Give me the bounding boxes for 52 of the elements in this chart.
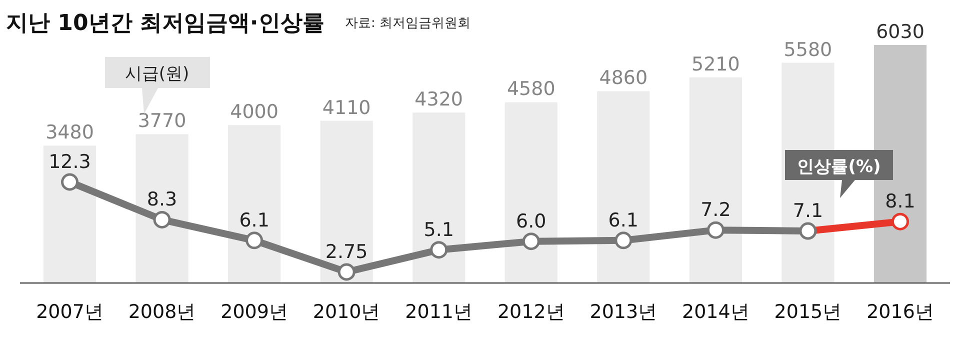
x-tick-label: 2008년 — [128, 301, 196, 323]
x-tick-label: 2013년 — [590, 301, 658, 323]
data-label: 6.1 — [608, 209, 639, 232]
point — [246, 232, 264, 250]
text: 자료: 최저임금위원회 — [345, 16, 471, 31]
x-tick-label: 2007년 — [36, 301, 104, 323]
data-label: 4580 — [506, 78, 556, 100]
point — [430, 241, 448, 259]
point — [891, 212, 909, 230]
data-label: 2.75 — [325, 241, 368, 263]
bar — [43, 146, 96, 283]
text: 인상률(%) — [797, 157, 881, 177]
data-label: 7.1 — [792, 200, 824, 222]
point — [153, 210, 171, 228]
point — [61, 173, 79, 191]
data-label: 4320 — [414, 88, 464, 110]
data-label: 5210 — [692, 53, 740, 76]
bar — [689, 77, 742, 283]
x-tick-label: 2016년 — [866, 301, 934, 323]
data-label: 5.1 — [424, 218, 454, 241]
data-label: 4860 — [599, 67, 648, 90]
data-label: 3770 — [138, 110, 186, 132]
bar — [136, 134, 188, 283]
point — [338, 263, 356, 281]
x-tick-label: 2010년 — [312, 301, 380, 323]
x-tick-label: 2011년 — [405, 301, 473, 323]
data-label: 5580 — [784, 38, 832, 61]
data-label: 4110 — [322, 96, 371, 119]
bar — [228, 125, 281, 283]
bar — [504, 102, 558, 283]
data-label: 8.1 — [885, 190, 916, 213]
x-tick-label: 2014년 — [682, 301, 750, 323]
x-tick-label: 2015년 — [774, 301, 842, 323]
data-label: 7.2 — [700, 199, 731, 222]
text: 시급(원) — [124, 64, 190, 84]
point — [522, 232, 540, 250]
point — [706, 221, 724, 239]
chart-title: 지난 10년간 최저임금액·인상률 — [6, 11, 324, 36]
bar — [412, 112, 466, 283]
point — [614, 232, 632, 250]
x-tick-label: 2009년 — [220, 301, 288, 323]
data-label: 6030 — [876, 21, 924, 43]
data-label: 6.1 — [239, 209, 270, 232]
data-label: 4000 — [230, 101, 278, 124]
data-label: 8.3 — [146, 188, 178, 211]
point — [799, 222, 817, 240]
data-label: 12.3 — [48, 151, 91, 173]
x-tick-label: 2012년 — [497, 301, 565, 323]
bar — [320, 120, 373, 283]
data-label: 6.0 — [516, 210, 546, 232]
data-label: 3480 — [46, 122, 94, 144]
bar — [597, 91, 650, 283]
